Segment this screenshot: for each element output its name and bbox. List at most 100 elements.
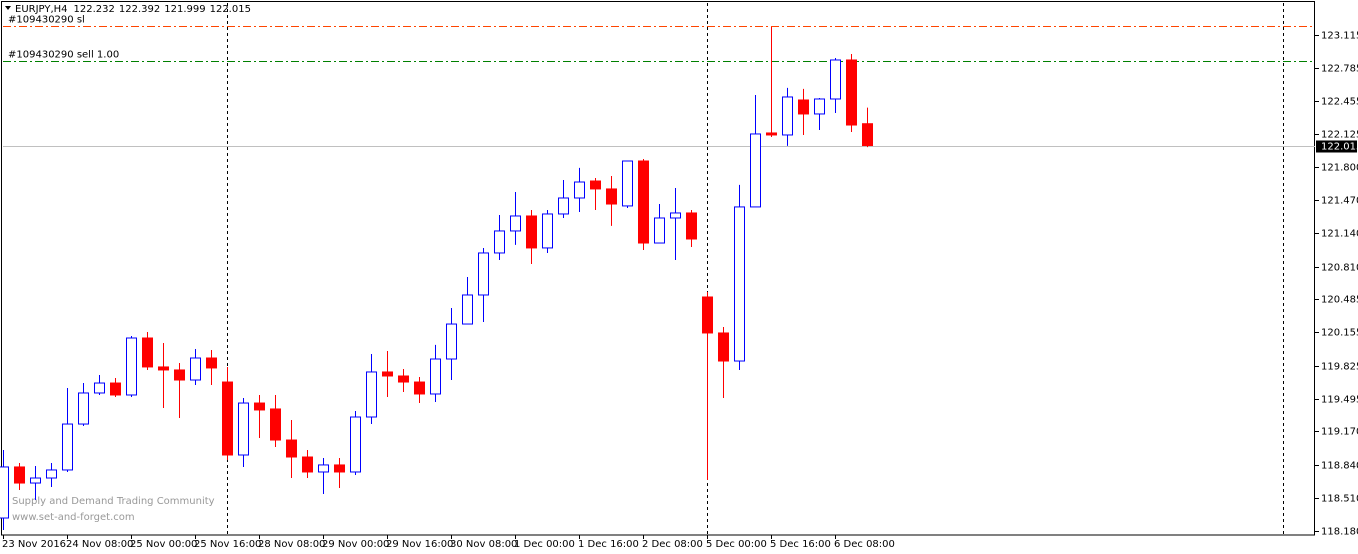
y-tick-label: 119.170 xyxy=(1321,427,1358,438)
price-label: 122.015 xyxy=(1321,142,1358,153)
x-tick-label: 25 Nov 00:00 xyxy=(130,539,197,550)
candle-body xyxy=(366,371,377,418)
candle-body xyxy=(654,217,665,244)
candle-body xyxy=(142,337,153,368)
watermark: www.set-and-forget.com xyxy=(12,512,135,523)
candle-body xyxy=(478,252,489,296)
candle-body xyxy=(734,206,745,362)
y-tick-label: 118.840 xyxy=(1321,461,1358,472)
candle-body xyxy=(158,366,169,371)
order-label: #109430290 sl xyxy=(8,15,85,26)
symbol: EURJPY,H4 xyxy=(15,4,68,15)
y-tick-label: 121.140 xyxy=(1321,229,1358,240)
candle-body xyxy=(318,464,329,473)
candle-body xyxy=(206,357,217,369)
candle-body xyxy=(782,96,793,136)
y-tick-label: 119.495 xyxy=(1321,395,1358,406)
candle-body xyxy=(0,466,9,519)
candle-body xyxy=(462,294,473,325)
candle-body xyxy=(126,337,137,396)
candle-body xyxy=(686,212,697,240)
x-tick-label: 5 Dec 16:00 xyxy=(770,539,831,550)
candle-body xyxy=(558,197,569,215)
candle-body xyxy=(542,213,553,249)
candle-body xyxy=(398,375,409,383)
candle-body xyxy=(174,369,185,381)
candle-body xyxy=(14,466,25,484)
candle-body xyxy=(862,123,873,147)
x-tick-label: 23 Nov 2016 xyxy=(2,539,66,550)
x-tick-label: 24 Nov 08:00 xyxy=(66,539,133,550)
candle-body xyxy=(574,181,585,199)
candle-body xyxy=(750,133,761,208)
candle-body xyxy=(590,180,601,190)
y-tick-label: 118.510 xyxy=(1321,494,1358,505)
candle-body xyxy=(94,382,105,394)
candle-body xyxy=(622,160,633,207)
x-tick-label: 1 Dec 00:00 xyxy=(514,539,575,550)
header-open: 122.232 xyxy=(74,4,115,15)
candle-body xyxy=(62,423,73,471)
candle-body xyxy=(190,357,201,381)
x-tick-label: 25 Nov 16:00 xyxy=(194,539,261,550)
candle-body xyxy=(78,392,89,425)
y-tick-label: 119.825 xyxy=(1321,362,1358,373)
candle-body xyxy=(334,464,345,473)
menu-triangle xyxy=(5,6,11,10)
candle-body xyxy=(446,323,457,360)
x-tick-label: 29 Nov 00:00 xyxy=(322,539,389,550)
y-tick-label: 122.455 xyxy=(1321,97,1358,108)
header-low: 121.999 xyxy=(164,4,205,15)
x-tick-label: 5 Dec 00:00 xyxy=(706,539,767,550)
candle-body xyxy=(798,99,809,115)
candle-body xyxy=(510,215,521,232)
y-tick-label: 120.155 xyxy=(1321,328,1358,339)
x-tick-label: 28 Nov 08:00 xyxy=(258,539,325,550)
plot-frame xyxy=(1,1,1315,536)
x-tick-label: 30 Nov 08:00 xyxy=(450,539,517,550)
candle-body xyxy=(302,456,313,473)
candle-body xyxy=(702,296,713,334)
x-tick-label: 1 Dec 16:00 xyxy=(578,539,639,550)
candle-body xyxy=(766,132,777,136)
y-tick-label: 122.785 xyxy=(1321,64,1358,75)
candle-body xyxy=(638,160,649,244)
candle-body xyxy=(846,59,857,126)
candle-body xyxy=(526,215,537,249)
x-tick-label: 6 Dec 08:00 xyxy=(834,539,895,550)
candle-body xyxy=(494,230,505,254)
candle-body xyxy=(670,212,681,219)
order-label: #109430290 sell 1.00 xyxy=(8,50,119,61)
header-close: 122.015 xyxy=(210,4,251,15)
y-tick-label: 120.810 xyxy=(1321,263,1358,274)
y-tick-label: 118.180 xyxy=(1321,527,1358,538)
y-tick-label: 120.485 xyxy=(1321,295,1358,306)
price-label-box xyxy=(1316,140,1357,153)
y-tick-label: 121.470 xyxy=(1321,196,1358,207)
candle-body xyxy=(430,358,441,395)
candle-body xyxy=(238,402,249,456)
candle-body xyxy=(606,188,617,205)
y-tick-label: 121.800 xyxy=(1321,163,1358,174)
candle-body xyxy=(110,382,121,396)
candle-body xyxy=(30,477,41,484)
candle-body xyxy=(270,408,281,441)
y-tick-label: 122.125 xyxy=(1321,130,1358,141)
watermark: Supply and Demand Trading Community xyxy=(12,496,215,507)
candle-body xyxy=(718,332,729,362)
candle-body xyxy=(46,469,57,479)
candle-body xyxy=(414,381,425,395)
candle-body xyxy=(814,98,825,115)
header: EURJPY,H4 122.232 122.392 121.999 122.015 xyxy=(15,4,251,15)
x-tick-label: 29 Nov 16:00 xyxy=(386,539,453,550)
candle-body xyxy=(382,371,393,377)
candle-body xyxy=(350,416,361,473)
candle-body xyxy=(286,439,297,458)
candle-body xyxy=(222,381,233,456)
x-tick-label: 2 Dec 08:00 xyxy=(642,539,703,550)
y-tick-label: 123.115 xyxy=(1321,31,1358,42)
candle-body xyxy=(830,59,841,100)
header-high: 122.392 xyxy=(119,4,160,15)
